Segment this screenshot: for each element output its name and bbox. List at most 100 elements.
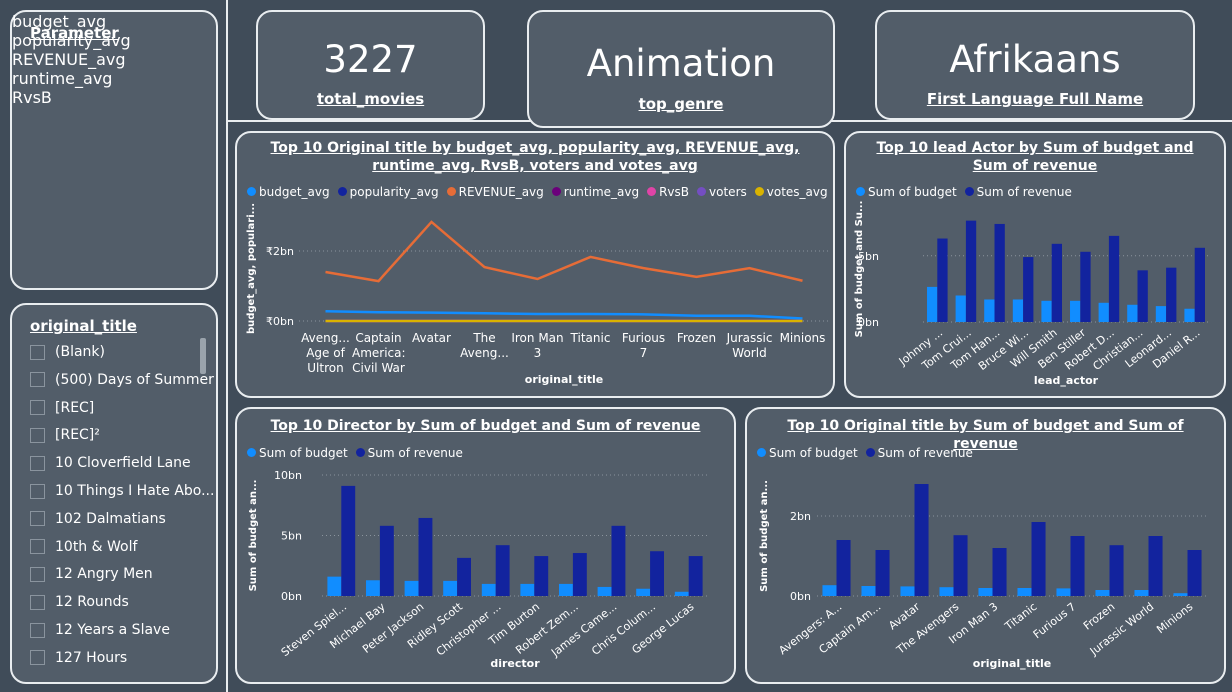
legend-swatch	[697, 187, 707, 196]
parameter-button[interactable]: RvsB	[12, 88, 52, 107]
y-tick-label: 0bn	[281, 590, 302, 603]
bar	[1187, 550, 1202, 596]
chart-title: Top 10 Original title by budget_avg, pop…	[270, 140, 800, 174]
slicer-item[interactable]: 10th & Wolf	[30, 539, 137, 555]
legend-label: REVENUE_avg	[458, 185, 544, 199]
bar	[611, 525, 626, 596]
bar	[1098, 302, 1109, 322]
chart-title: Top 10 Director by Sum of budget and Sum…	[270, 418, 701, 434]
x-tick-label: Steven Spiel...	[279, 600, 349, 659]
slicer-item-label: 12 Angry Men	[55, 566, 153, 583]
legend-swatch	[337, 187, 347, 196]
bar	[955, 295, 966, 322]
slicer-item[interactable]: (Blank)	[30, 344, 105, 360]
legend-swatch	[856, 187, 865, 196]
card-value: 3227	[323, 38, 418, 81]
checkbox	[30, 483, 45, 499]
bar	[1070, 536, 1085, 596]
bar	[937, 238, 948, 322]
card: Afrikaans First Language Full Name	[875, 10, 1195, 120]
legend: Sum of budget Sum of revenue	[247, 446, 463, 460]
legend-item: votes_avg	[754, 185, 828, 199]
slicer-item[interactable]: [REC]²	[30, 427, 100, 443]
slicer-item[interactable]: 10 Cloverfield Lane	[30, 455, 191, 471]
parameter-button[interactable]: popularity_avg	[12, 31, 131, 50]
checkbox	[30, 566, 45, 582]
bar	[520, 583, 535, 596]
y-tick-label: 5bn	[858, 250, 879, 263]
slicer-item-label: [REC]	[55, 399, 95, 416]
y-axis-title: Sum of budget an...	[248, 480, 259, 592]
slicer-item-label: 12 Rounds	[55, 594, 129, 611]
slicer-item[interactable]: 102 Dalmatians	[30, 511, 166, 527]
x-tick-label: Frozen	[676, 331, 717, 345]
bar	[1031, 522, 1046, 596]
legend-swatch	[551, 187, 561, 196]
checkbox	[30, 594, 45, 610]
x-axis-title: director	[490, 657, 540, 670]
legend: Sum of budget Sum of revenue	[757, 446, 973, 460]
legend-swatch	[757, 448, 766, 457]
divider	[226, 0, 228, 692]
chart-panel: Top 10 lead Actor by Sum of budget and S…	[844, 131, 1226, 398]
chart-panel: Top 10 Original title by Sum of budget a…	[745, 407, 1226, 684]
slicer-item[interactable]: (500) Days of Summer	[30, 372, 214, 388]
parameter-slicer: Parameter budget_avg popularity_avg REVENU…	[10, 10, 218, 290]
bar	[1051, 243, 1062, 322]
legend-swatch	[247, 448, 256, 457]
bar	[1070, 300, 1081, 322]
bar	[822, 585, 837, 596]
parameter-button[interactable]: budget_avg	[12, 12, 107, 31]
legend-label: budget_avg	[259, 185, 330, 199]
slicer-item[interactable]: [REC]	[30, 400, 94, 416]
bar	[1184, 308, 1195, 322]
y-tick-label: 0bn	[790, 590, 811, 603]
legend-label: Sum of budget	[259, 446, 348, 460]
legend-item: popularity_avg	[337, 185, 439, 199]
bar	[984, 299, 995, 322]
slicer-item[interactable]: 127 Hours	[30, 650, 127, 666]
x-tick-label: Jurassic World	[726, 331, 773, 360]
slicer-item[interactable]: 10 Things I Hate Abo...	[30, 483, 214, 499]
legend-swatch	[754, 187, 764, 196]
bar	[559, 583, 573, 596]
x-tick-label: Aveng... Age of Ultron	[301, 331, 350, 375]
legend-label: voters	[709, 185, 747, 199]
chart-svg: 0bn 5bn 10bn Sum of budget an... director Ste…	[248, 469, 708, 670]
slicer-item[interactable]: 12 Rounds	[30, 594, 129, 610]
parameter-button[interactable]: runtime_avg	[12, 69, 113, 88]
legend-item: Sum of budget	[247, 446, 348, 460]
bar	[650, 551, 664, 596]
bar	[1148, 536, 1163, 596]
parameter-button[interactable]: REVENUE_avg	[12, 50, 126, 69]
x-tick-label: Iron Man 3	[511, 331, 564, 360]
bar	[495, 545, 510, 596]
slicer-item[interactable]: 12 Years a Slave	[30, 622, 170, 638]
bar	[1023, 257, 1034, 322]
slicer-item[interactable]: 12 Angry Men	[30, 566, 153, 582]
bar	[674, 591, 689, 596]
bar	[366, 580, 380, 596]
card-value: Animation	[586, 42, 776, 85]
bar	[688, 556, 703, 596]
chart-panel: Top 10 Director by Sum of budget and Sum…	[235, 407, 736, 684]
legend-label: popularity_avg	[349, 185, 439, 199]
bar	[1155, 306, 1167, 322]
x-axis-title: original_title	[973, 657, 1051, 670]
bar	[965, 220, 977, 322]
x-tick-label: Minions	[779, 331, 826, 345]
bar	[836, 540, 851, 596]
checkbox	[30, 455, 45, 471]
y-tick-label: 2bn	[790, 510, 811, 523]
bar	[914, 484, 929, 596]
legend-item: budget_avg	[247, 185, 330, 199]
slicer-title: Parameter	[30, 24, 119, 42]
bar	[341, 485, 356, 596]
slicer-item-label: 12 Years a Slave	[55, 622, 170, 638]
legend-label: RvsB	[659, 185, 690, 199]
scrollbar[interactable]	[200, 338, 206, 374]
legend-item: REVENUE_avg	[446, 185, 544, 199]
bar	[1056, 588, 1071, 596]
card: Animation top_genre	[527, 10, 835, 128]
